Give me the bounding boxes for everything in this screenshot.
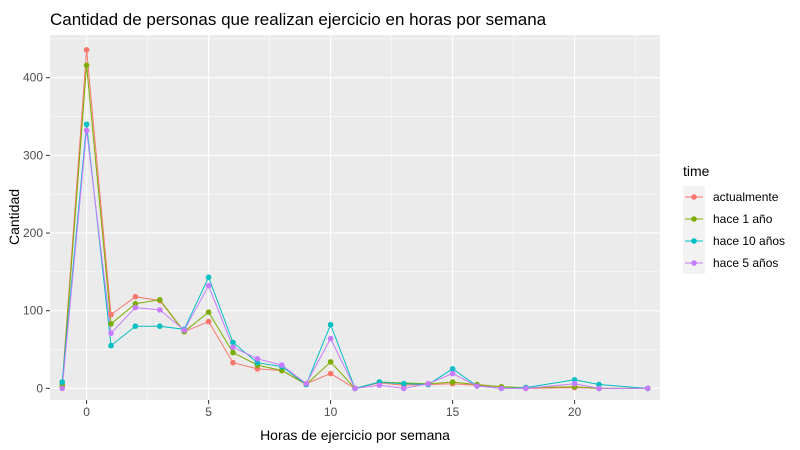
legend-key-point	[691, 260, 697, 266]
y-tick-label: 100	[23, 304, 43, 318]
y-tick-label: 0	[36, 381, 43, 395]
series-point-3	[425, 380, 432, 387]
series-point-3	[474, 383, 480, 389]
series-point-3	[327, 335, 334, 342]
legend-title: time	[683, 163, 710, 179]
series-point-0	[108, 311, 114, 318]
series-point-3	[596, 385, 602, 392]
series-point-3	[230, 344, 236, 351]
legend-item-label: actualmente	[713, 190, 779, 204]
series-point-2	[327, 321, 334, 328]
y-tick-label: 300	[23, 148, 43, 162]
legend-item-label: hace 5 años	[713, 256, 778, 270]
series-point-1	[132, 300, 139, 307]
series-point-0	[132, 293, 139, 300]
legend-key-point	[691, 216, 697, 222]
series-point-3	[498, 385, 505, 392]
x-axis-title: Horas de ejercicio por semana	[260, 427, 450, 443]
series-point-3	[132, 304, 139, 311]
y-axis-title: Cantidad	[6, 189, 22, 245]
series-point-1	[230, 349, 236, 356]
series-point-3	[303, 380, 310, 387]
series-point-0	[83, 47, 90, 53]
series-point-2	[157, 323, 163, 330]
y-tick-label: 400	[23, 71, 43, 85]
series-point-1	[327, 359, 334, 365]
plot-panel	[50, 35, 660, 400]
series-line-1	[61, 65, 648, 389]
series-point-3	[571, 380, 578, 387]
x-tick-label: 20	[568, 405, 582, 419]
series-point-2	[205, 274, 212, 281]
series-point-3	[449, 370, 456, 377]
series-point-2	[401, 380, 407, 387]
series-point-1	[108, 321, 114, 327]
series-point-3	[376, 382, 383, 389]
series-point-3	[645, 385, 651, 392]
series-point-0	[327, 370, 334, 377]
series-point-1	[205, 309, 212, 316]
series-points	[59, 47, 651, 392]
series-point-3	[157, 307, 163, 313]
series-point-1	[449, 379, 456, 385]
series-point-2	[596, 381, 602, 388]
series-point-3	[352, 385, 358, 392]
series-point-3	[181, 327, 187, 333]
legend-item-label: hace 10 años	[713, 234, 785, 248]
series-point-1	[83, 62, 90, 69]
x-tick-label: 0	[83, 405, 90, 419]
legend-key-point	[691, 238, 697, 244]
x-tick-label: 5	[205, 405, 212, 419]
legend: time actualmente hace 1 año hace 10 años ha…	[683, 163, 785, 274]
series-point-0	[205, 318, 212, 325]
series-point-3	[59, 385, 65, 392]
series-point-2	[230, 339, 236, 346]
grid	[50, 35, 660, 400]
x-tick-label: 15	[446, 405, 460, 419]
legend-items: actualmente hace 1 año hace 10 años hace 5 …	[683, 186, 785, 274]
series-point-1	[157, 297, 163, 303]
series-point-3	[108, 330, 114, 337]
series-point-3	[83, 127, 90, 134]
legend-key-point	[691, 194, 697, 200]
series-point-3	[254, 356, 261, 362]
legend-item-label: hace 1 año	[713, 212, 773, 226]
series-point-3	[401, 385, 407, 392]
series-point-3	[523, 385, 529, 392]
x-tick-label: 10	[324, 405, 338, 419]
chart-title: Cantidad de personas que realizan ejerci…	[50, 10, 547, 29]
series-point-3	[279, 362, 285, 368]
series-point-2	[254, 359, 261, 366]
series-point-3	[205, 283, 212, 289]
series-point-2	[571, 377, 578, 383]
y-tick-label: 200	[23, 226, 43, 240]
series-point-2	[108, 342, 114, 349]
series-point-2	[449, 366, 456, 372]
series-point-2	[83, 121, 90, 128]
series-point-2	[132, 323, 139, 330]
series-point-0	[230, 359, 236, 366]
series-point-1	[279, 367, 285, 374]
series-point-2	[59, 379, 65, 385]
